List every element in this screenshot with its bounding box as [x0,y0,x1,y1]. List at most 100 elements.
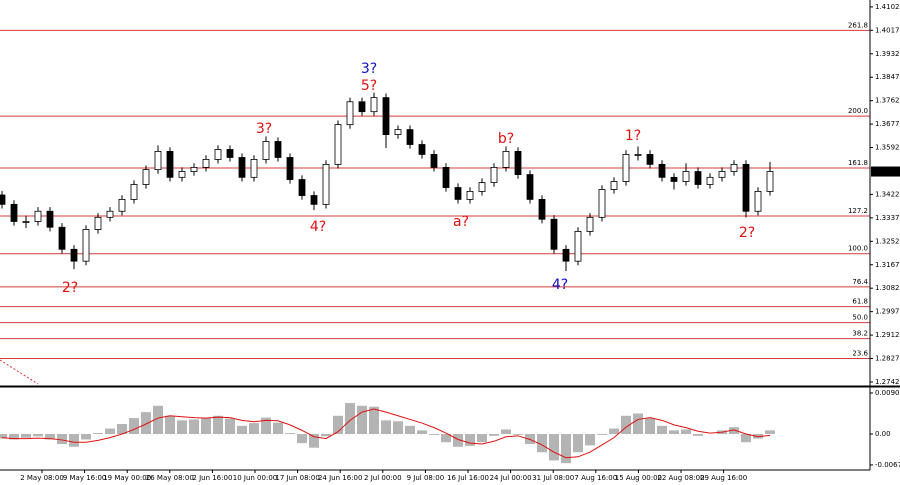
y-tick-label: 1.4017 [875,26,900,34]
histogram-bar [297,434,307,444]
wave-label: 4? [552,277,568,293]
x-tick-label: 10 Jun 00:00 [233,474,277,482]
candle-body [466,190,474,200]
wave-label: 3? [256,121,272,137]
candle-body [58,226,66,250]
candle-body [298,179,306,196]
x-tick-label: 24 Jul 00:00 [490,474,532,482]
histogram-bar [741,434,751,443]
candle-body [622,154,630,182]
x-tick-label: 19 May 00:00 [103,474,151,482]
x-tick-label: 9 Jul 08:00 [407,474,445,482]
candle-body [346,101,354,126]
candle-body [406,129,414,145]
x-tick-label: 29 Aug 16:00 [700,474,747,482]
candle-body [478,182,486,192]
x-tick-label: 2 Jul 00:00 [364,474,402,482]
x-tick-label: 2 Jun 16:00 [192,474,232,482]
histogram-bar [357,405,367,435]
fib-label: 100.0 [848,245,868,253]
wave-label: a? [453,214,469,230]
candle-body [526,174,534,200]
histogram-bar [597,434,607,435]
candle-body [250,159,258,178]
y-tick-label: 1.3847 [875,73,900,81]
candle-body [238,157,246,178]
candle-body [574,230,582,262]
candle-body [166,151,174,178]
wave-label: 2? [62,280,78,296]
y-tick-label: 1.3252 [875,237,900,245]
histogram-bar [237,425,247,435]
x-tick-label: 17 Jun 08:00 [275,474,319,482]
histogram-bar [153,405,163,435]
histogram-bar [57,434,67,445]
y-tick-label: 1.3337 [875,214,900,222]
wave-label: 2? [739,225,755,241]
candle-body [454,187,462,200]
candle-body [430,154,438,168]
candle-body [694,171,702,185]
histogram-bar [513,434,523,435]
histogram-bar [33,434,43,437]
histogram-bar [333,415,343,435]
last-price-label: 1.3505 [875,168,900,176]
candle-body [670,176,678,182]
last-price-box [871,166,900,177]
fib-label: 23.6 [852,350,868,358]
x-tick-label: 7 Aug 16:00 [574,474,617,482]
candle-body [118,198,126,212]
histogram-bar [93,433,103,435]
candle-body [730,163,738,172]
candle-body [682,171,690,182]
fib-label: 50.0 [852,314,868,322]
y2-tick-label: 0.00 [875,430,891,438]
fib-label: 161.8 [848,159,868,167]
candle-body [538,198,546,220]
candle-body [190,167,198,172]
histogram-bar [681,429,691,435]
histogram-bar [489,434,499,436]
histogram-bar [321,434,331,437]
candle-body [586,216,594,232]
histogram-bar [405,425,415,435]
candle-body [106,210,114,218]
histogram-bar [573,434,583,453]
histogram-bar [225,418,235,435]
y-tick-label: 1.4102 [875,3,900,11]
candle-body [130,184,138,200]
histogram-bar [393,421,403,435]
candle-body [202,159,210,168]
candle-body [94,216,102,230]
candle-body [178,171,186,178]
candle-body [490,167,498,183]
candle-body [514,151,522,175]
y-tick-label: 1.3592 [875,144,900,152]
histogram-bar [693,434,703,436]
histogram-bar [201,417,211,435]
histogram-bar [729,427,739,435]
histogram-bar [477,434,487,443]
candle-body [718,171,726,178]
histogram-bar [549,434,559,461]
histogram-bar [189,419,199,435]
histogram-bar [561,434,571,464]
wave-labels: 2? 3? 4? 3? 5? a? b? 4? 1? 2? [62,61,755,296]
histogram-bar [105,428,115,435]
y-tick-label: 1.2742 [875,378,900,386]
histogram-bar [249,423,259,435]
candle-body [442,167,450,188]
y-tick-label: 1.3082 [875,284,900,292]
wave-label: 4? [310,219,326,235]
histogram-bar [465,434,475,446]
candle-body [550,218,558,250]
y-tick-label: 1.2827 [875,355,900,363]
candle-body [610,181,618,190]
candle-body [742,163,750,212]
candle-body [46,210,54,228]
histogram-bar [345,403,355,435]
x-tick-label: 24 Jun 16:00 [318,474,362,482]
candle-body [10,203,18,222]
